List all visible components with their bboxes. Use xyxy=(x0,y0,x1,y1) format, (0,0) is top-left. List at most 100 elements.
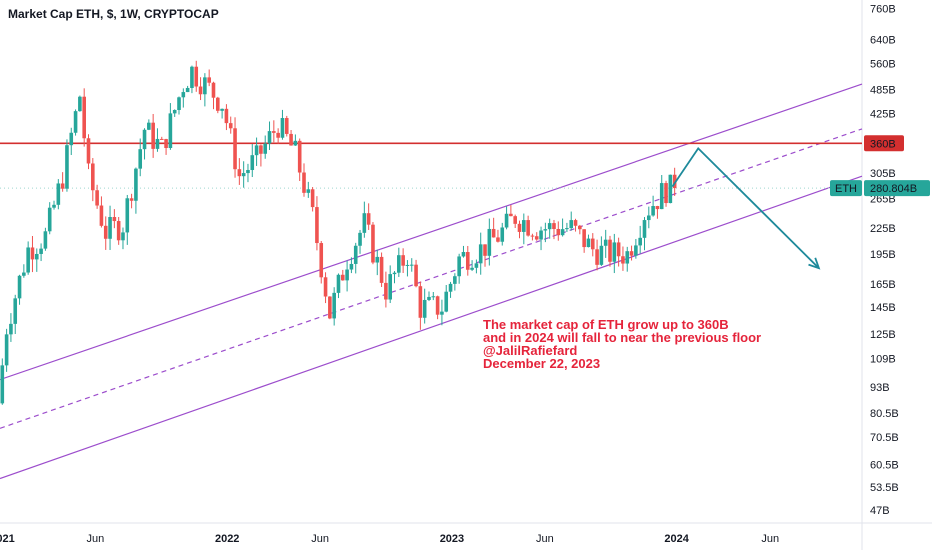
candle-body xyxy=(220,108,224,111)
x-tick-label: 2021 xyxy=(0,533,15,545)
candle-body xyxy=(345,269,349,281)
candle-body xyxy=(151,122,155,149)
candle-body xyxy=(60,183,65,189)
candle-body xyxy=(358,232,362,246)
candle-body xyxy=(228,123,233,129)
candle-body xyxy=(121,232,125,241)
channel-lower-line xyxy=(0,175,863,480)
current-price-badge-label: 280.804B xyxy=(870,183,917,195)
candle-body xyxy=(9,323,13,335)
y-tick-label: 560B xyxy=(870,59,896,71)
candle-body xyxy=(569,220,574,229)
candle-body xyxy=(621,256,625,264)
candle-body xyxy=(246,170,250,174)
candle-body xyxy=(353,245,358,264)
candle-body xyxy=(69,132,74,146)
candle-body xyxy=(530,235,535,237)
candle-body xyxy=(659,183,664,210)
x-tick-label: 2022 xyxy=(215,533,239,545)
chart-title: Market Cap ETH, $, 1W, CRYPTOCAP xyxy=(8,7,219,21)
y-tick-label: 145B xyxy=(870,302,896,314)
candle-body xyxy=(392,272,397,275)
annotation-line-1: The market cap of ETH grow up to 360B xyxy=(483,317,729,332)
x-tick-label: 2024 xyxy=(664,533,689,545)
candle-body xyxy=(289,133,293,146)
y-tick-label: 80.5B xyxy=(870,408,899,420)
candle-body xyxy=(86,138,91,164)
candle-body xyxy=(474,263,479,268)
candle-body xyxy=(181,92,186,98)
candle-body xyxy=(125,198,130,233)
candle-body xyxy=(155,138,160,149)
candle-body xyxy=(254,145,259,156)
candle-body xyxy=(647,215,651,221)
candle-body xyxy=(453,276,457,284)
candle-body xyxy=(293,140,298,146)
y-tick-label: 265B xyxy=(870,194,896,206)
candle-body xyxy=(651,206,655,216)
candle-body xyxy=(134,168,138,201)
candle-body xyxy=(30,247,35,260)
candle-body xyxy=(95,190,99,206)
candle-body xyxy=(379,256,384,283)
candle-body xyxy=(168,113,173,149)
candle-body xyxy=(444,291,449,312)
x-tick-label: Jun xyxy=(536,533,554,545)
candle-body xyxy=(401,255,405,266)
candle-body xyxy=(552,223,556,229)
candle-body xyxy=(297,140,302,173)
candle-body xyxy=(500,227,505,242)
candle-body xyxy=(547,223,552,230)
y-tick-label: 125B xyxy=(870,329,896,341)
candle-body xyxy=(13,298,18,324)
candle-body xyxy=(112,217,117,222)
candle-body xyxy=(483,244,487,256)
candle-body xyxy=(328,296,332,319)
candle-body xyxy=(82,96,86,139)
candle-body xyxy=(159,138,164,140)
candle-body xyxy=(272,131,276,133)
candle-body xyxy=(629,251,634,256)
candle-body xyxy=(405,264,410,266)
candle-body xyxy=(211,82,216,98)
candle-body xyxy=(608,239,612,262)
candle-body xyxy=(612,242,617,262)
candle-body xyxy=(388,274,392,300)
candle-body xyxy=(332,292,336,319)
y-tick-label: 93B xyxy=(870,382,890,394)
candle-body xyxy=(241,173,246,177)
candle-body xyxy=(73,111,78,133)
candle-body xyxy=(534,236,539,240)
candle-body xyxy=(207,77,211,83)
candle-body xyxy=(642,220,647,238)
candle-body xyxy=(99,205,104,226)
symbol-badge xyxy=(830,180,862,197)
candle-body xyxy=(431,296,436,298)
candle-body xyxy=(664,183,668,204)
candle-body xyxy=(233,128,237,170)
candle-body xyxy=(397,255,401,273)
projection-arrowhead xyxy=(808,257,821,270)
projection-path xyxy=(671,146,820,269)
candle-body xyxy=(638,237,642,246)
candle-body xyxy=(52,204,56,208)
candle-body xyxy=(625,251,630,264)
candle-body xyxy=(147,122,151,130)
candle-body xyxy=(668,174,673,204)
channel-upper-line xyxy=(0,83,863,381)
candle-body xyxy=(384,282,388,300)
current-price-badge xyxy=(864,180,930,197)
candle-body xyxy=(560,229,565,236)
candle-body xyxy=(56,183,61,205)
candle-body xyxy=(599,245,604,265)
candle-body xyxy=(349,263,354,270)
annotation-line-4: December 22, 2023 xyxy=(483,356,601,371)
candle-body xyxy=(366,213,371,225)
candle-body xyxy=(362,213,367,233)
candle-body xyxy=(461,252,466,257)
candle-body xyxy=(556,228,561,236)
candle-body xyxy=(280,118,285,138)
candle-body xyxy=(259,145,263,154)
